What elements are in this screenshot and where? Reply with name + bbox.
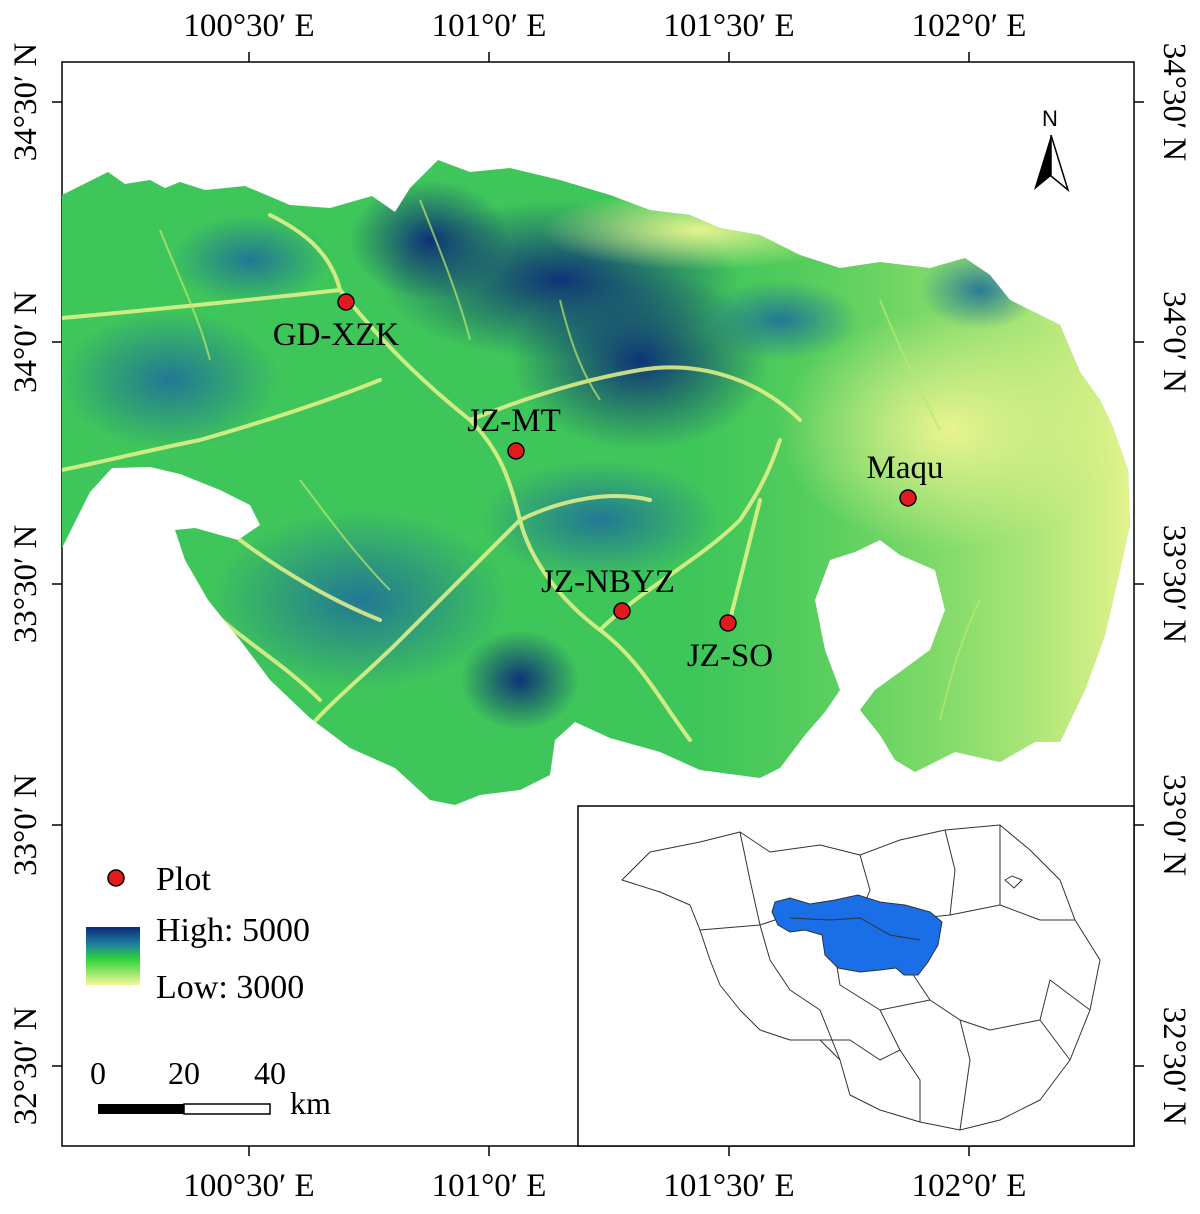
scale-unit: km <box>290 1085 331 1121</box>
scale-label: 0 <box>90 1055 106 1091</box>
left-lat-label: 34°30′ N <box>8 43 44 162</box>
bottom-lon-label: 101°0′ E <box>432 1168 547 1204</box>
site-label: JZ-MT <box>467 403 561 439</box>
elevation-color-ramp <box>86 927 140 985</box>
site-label: JZ-NBYZ <box>541 564 675 600</box>
bottom-lon-label: 100°30′ E <box>183 1168 314 1204</box>
site-label: GD-XZK <box>273 317 400 353</box>
inset-map <box>577 805 1135 1147</box>
plot-marker <box>899 489 917 507</box>
plot-marker <box>337 293 355 311</box>
north-arrow-icon: N <box>1034 106 1070 193</box>
left-lat-label: 33°0′ N <box>8 774 44 876</box>
plot-marker <box>613 602 631 620</box>
plot-marker <box>719 614 737 632</box>
plot-marker <box>507 442 525 460</box>
legend: Plot High: 5000 Low: 3000 <box>86 861 310 1006</box>
north-arrow-label: N <box>1042 106 1058 131</box>
left-lat-label: 34°0′ N <box>8 291 44 393</box>
right-lat-label: 34°30′ N <box>1156 43 1192 162</box>
site-label: Maqu <box>867 450 944 486</box>
left-lat-label: 32°30′ N <box>8 1007 44 1126</box>
scale-label: 20 <box>168 1055 200 1091</box>
legend-high-label: High: 5000 <box>156 912 310 949</box>
left-lat-label: 33°30′ N <box>8 525 44 644</box>
top-lon-label: 102°0′ E <box>912 8 1027 44</box>
legend-low-label: Low: 3000 <box>156 969 304 1006</box>
right-lat-label: 32°30′ N <box>1156 1007 1192 1126</box>
legend-plot-icon <box>107 869 125 887</box>
right-lat-label: 33°30′ N <box>1156 525 1192 644</box>
site-label: JZ-SO <box>687 638 773 674</box>
top-lon-label: 100°30′ E <box>183 8 314 44</box>
bottom-lon-label: 102°0′ E <box>912 1168 1027 1204</box>
right-lat-label: 33°0′ N <box>1156 774 1192 876</box>
scale-label: 40 <box>254 1055 286 1091</box>
inset-study-area <box>771 894 943 976</box>
top-lon-label: 101°0′ E <box>432 8 547 44</box>
sample-sites: GD-XZK JZ-MT JZ-NBYZ JZ-SO Maqu <box>273 293 944 674</box>
bottom-lon-label: 101°30′ E <box>663 1168 794 1204</box>
top-lon-label: 101°30′ E <box>663 8 794 44</box>
legend-plot-label: Plot <box>156 861 211 898</box>
right-lat-label: 34°0′ N <box>1156 291 1192 393</box>
elevation-raster <box>62 160 1130 805</box>
graticule-ticks <box>52 52 1144 1156</box>
scale-bar: 0 20 40 km <box>90 1055 331 1121</box>
